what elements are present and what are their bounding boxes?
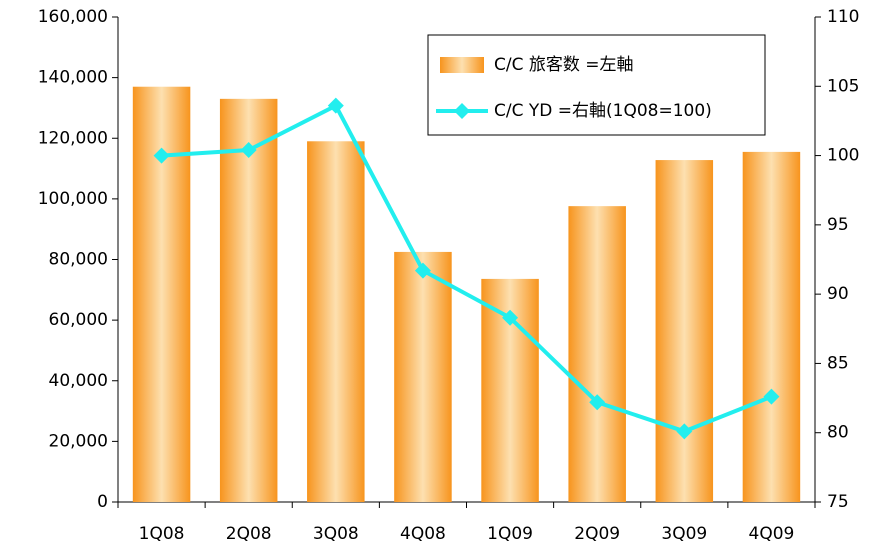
bar <box>568 206 626 502</box>
bar <box>655 160 714 502</box>
y-tick-label: 0 <box>97 492 108 512</box>
legend-label: C/C YD =右軸(1Q08=100) <box>494 101 712 121</box>
y2-tick-label: 105 <box>827 76 859 96</box>
y2-tick-label: 90 <box>827 284 849 304</box>
legend-marker <box>454 103 470 119</box>
line-marker <box>327 97 344 114</box>
x-tick-label: 3Q09 <box>661 524 707 544</box>
x-tick-label: 2Q08 <box>226 524 272 544</box>
y-tick-label: 40,000 <box>49 371 108 391</box>
bar <box>307 141 365 502</box>
y-tick-label: 120,000 <box>38 128 108 148</box>
x-tick-label: 1Q09 <box>487 524 533 544</box>
line-series <box>161 103 773 434</box>
y-tick-label: 100,000 <box>38 189 108 209</box>
line-marker <box>502 309 519 326</box>
y-tick-label: 140,000 <box>38 68 108 88</box>
legend-label: C/C 旅客数 =左軸 <box>494 55 634 75</box>
y2-tick-label: 95 <box>827 215 849 235</box>
line-marker <box>589 394 606 411</box>
y-tick-label: 160,000 <box>38 7 108 27</box>
y-tick-label: 20,000 <box>49 431 108 451</box>
legend-swatch <box>440 57 484 73</box>
y-tick-label: 60,000 <box>49 310 108 330</box>
y2-tick-label: 100 <box>827 146 859 166</box>
bar <box>742 151 801 502</box>
bar <box>219 98 278 502</box>
x-tick-label: 2Q09 <box>574 524 620 544</box>
y2-tick-label: 110 <box>827 7 859 27</box>
line-marker <box>676 423 693 440</box>
x-tick-label: 3Q08 <box>313 524 359 544</box>
bar <box>394 251 452 502</box>
x-tick-label: 4Q08 <box>400 524 446 544</box>
line-marker <box>153 147 170 164</box>
y2-tick-label: 80 <box>827 423 849 443</box>
x-tick-label: 1Q08 <box>139 524 185 544</box>
y2-tick-label: 75 <box>827 492 849 512</box>
line-marker <box>414 262 431 279</box>
legend-box <box>427 34 766 136</box>
line-marker <box>763 388 780 405</box>
y2-tick-label: 85 <box>827 353 849 373</box>
x-tick-label: 4Q09 <box>749 524 795 544</box>
line-marker <box>240 142 257 159</box>
y-tick-label: 80,000 <box>49 250 108 270</box>
